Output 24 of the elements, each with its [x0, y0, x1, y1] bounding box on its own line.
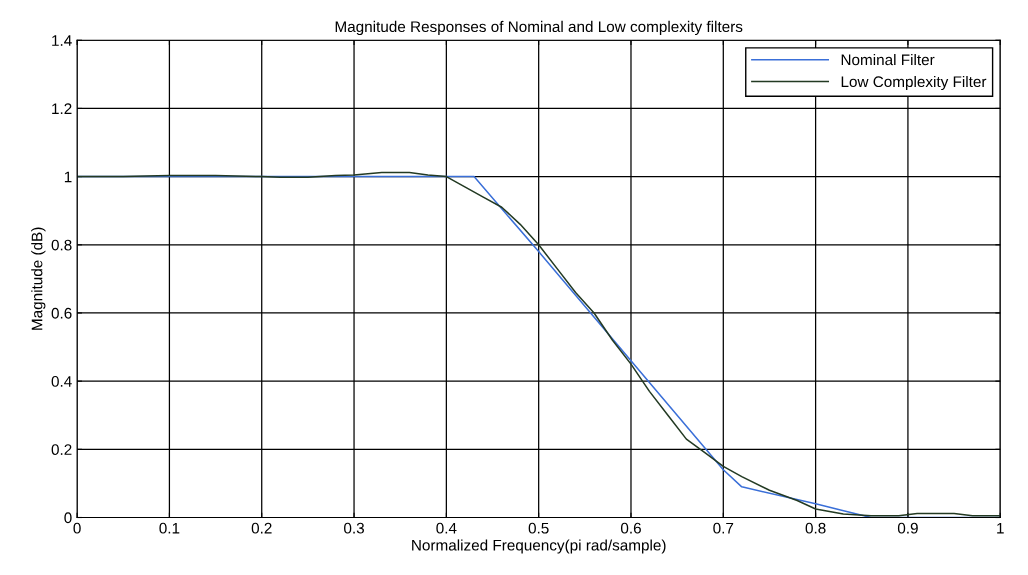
y-tick-label: 0.4 [51, 376, 72, 387]
y-tick-label: 0 [64, 512, 72, 524]
x-tick-label: 0.2 [251, 522, 272, 534]
x-tick-label: 0.4 [436, 522, 457, 534]
y-tick-label: 0.2 [51, 444, 72, 456]
legend-label: Low Complexity Filter [841, 75, 987, 91]
x-tick-label: 0.8 [805, 522, 826, 534]
x-tick-label: 0 [73, 522, 81, 534]
x-axis-title: Normalized Frequency(pi rad/sample) [412, 539, 666, 554]
x-tick-label: 0.5 [528, 522, 549, 534]
y-axis-title: Magnitude (dB) [31, 227, 46, 330]
x-tick-label: 0.1 [159, 522, 180, 534]
y-tick-label: 1.4 [52, 35, 72, 46]
x-tick-label: 1 [997, 522, 1004, 534]
legend-label: Nominal Filter [841, 54, 935, 66]
x-tick-label: 0.9 [897, 522, 918, 534]
y-tick-label: 1 [64, 171, 72, 183]
x-tick-label: 0.6 [620, 522, 641, 534]
y-tick-label: 1.2 [52, 103, 72, 114]
chart-title: Magnitude Responses of Nominal and Low complexity filters [335, 20, 743, 36]
y-tick-label: 0.6 [51, 307, 72, 319]
y-tick-label: 0.8 [51, 239, 72, 251]
x-tick-label: 0.7 [713, 522, 734, 534]
x-tick-label: 0.3 [344, 522, 364, 534]
